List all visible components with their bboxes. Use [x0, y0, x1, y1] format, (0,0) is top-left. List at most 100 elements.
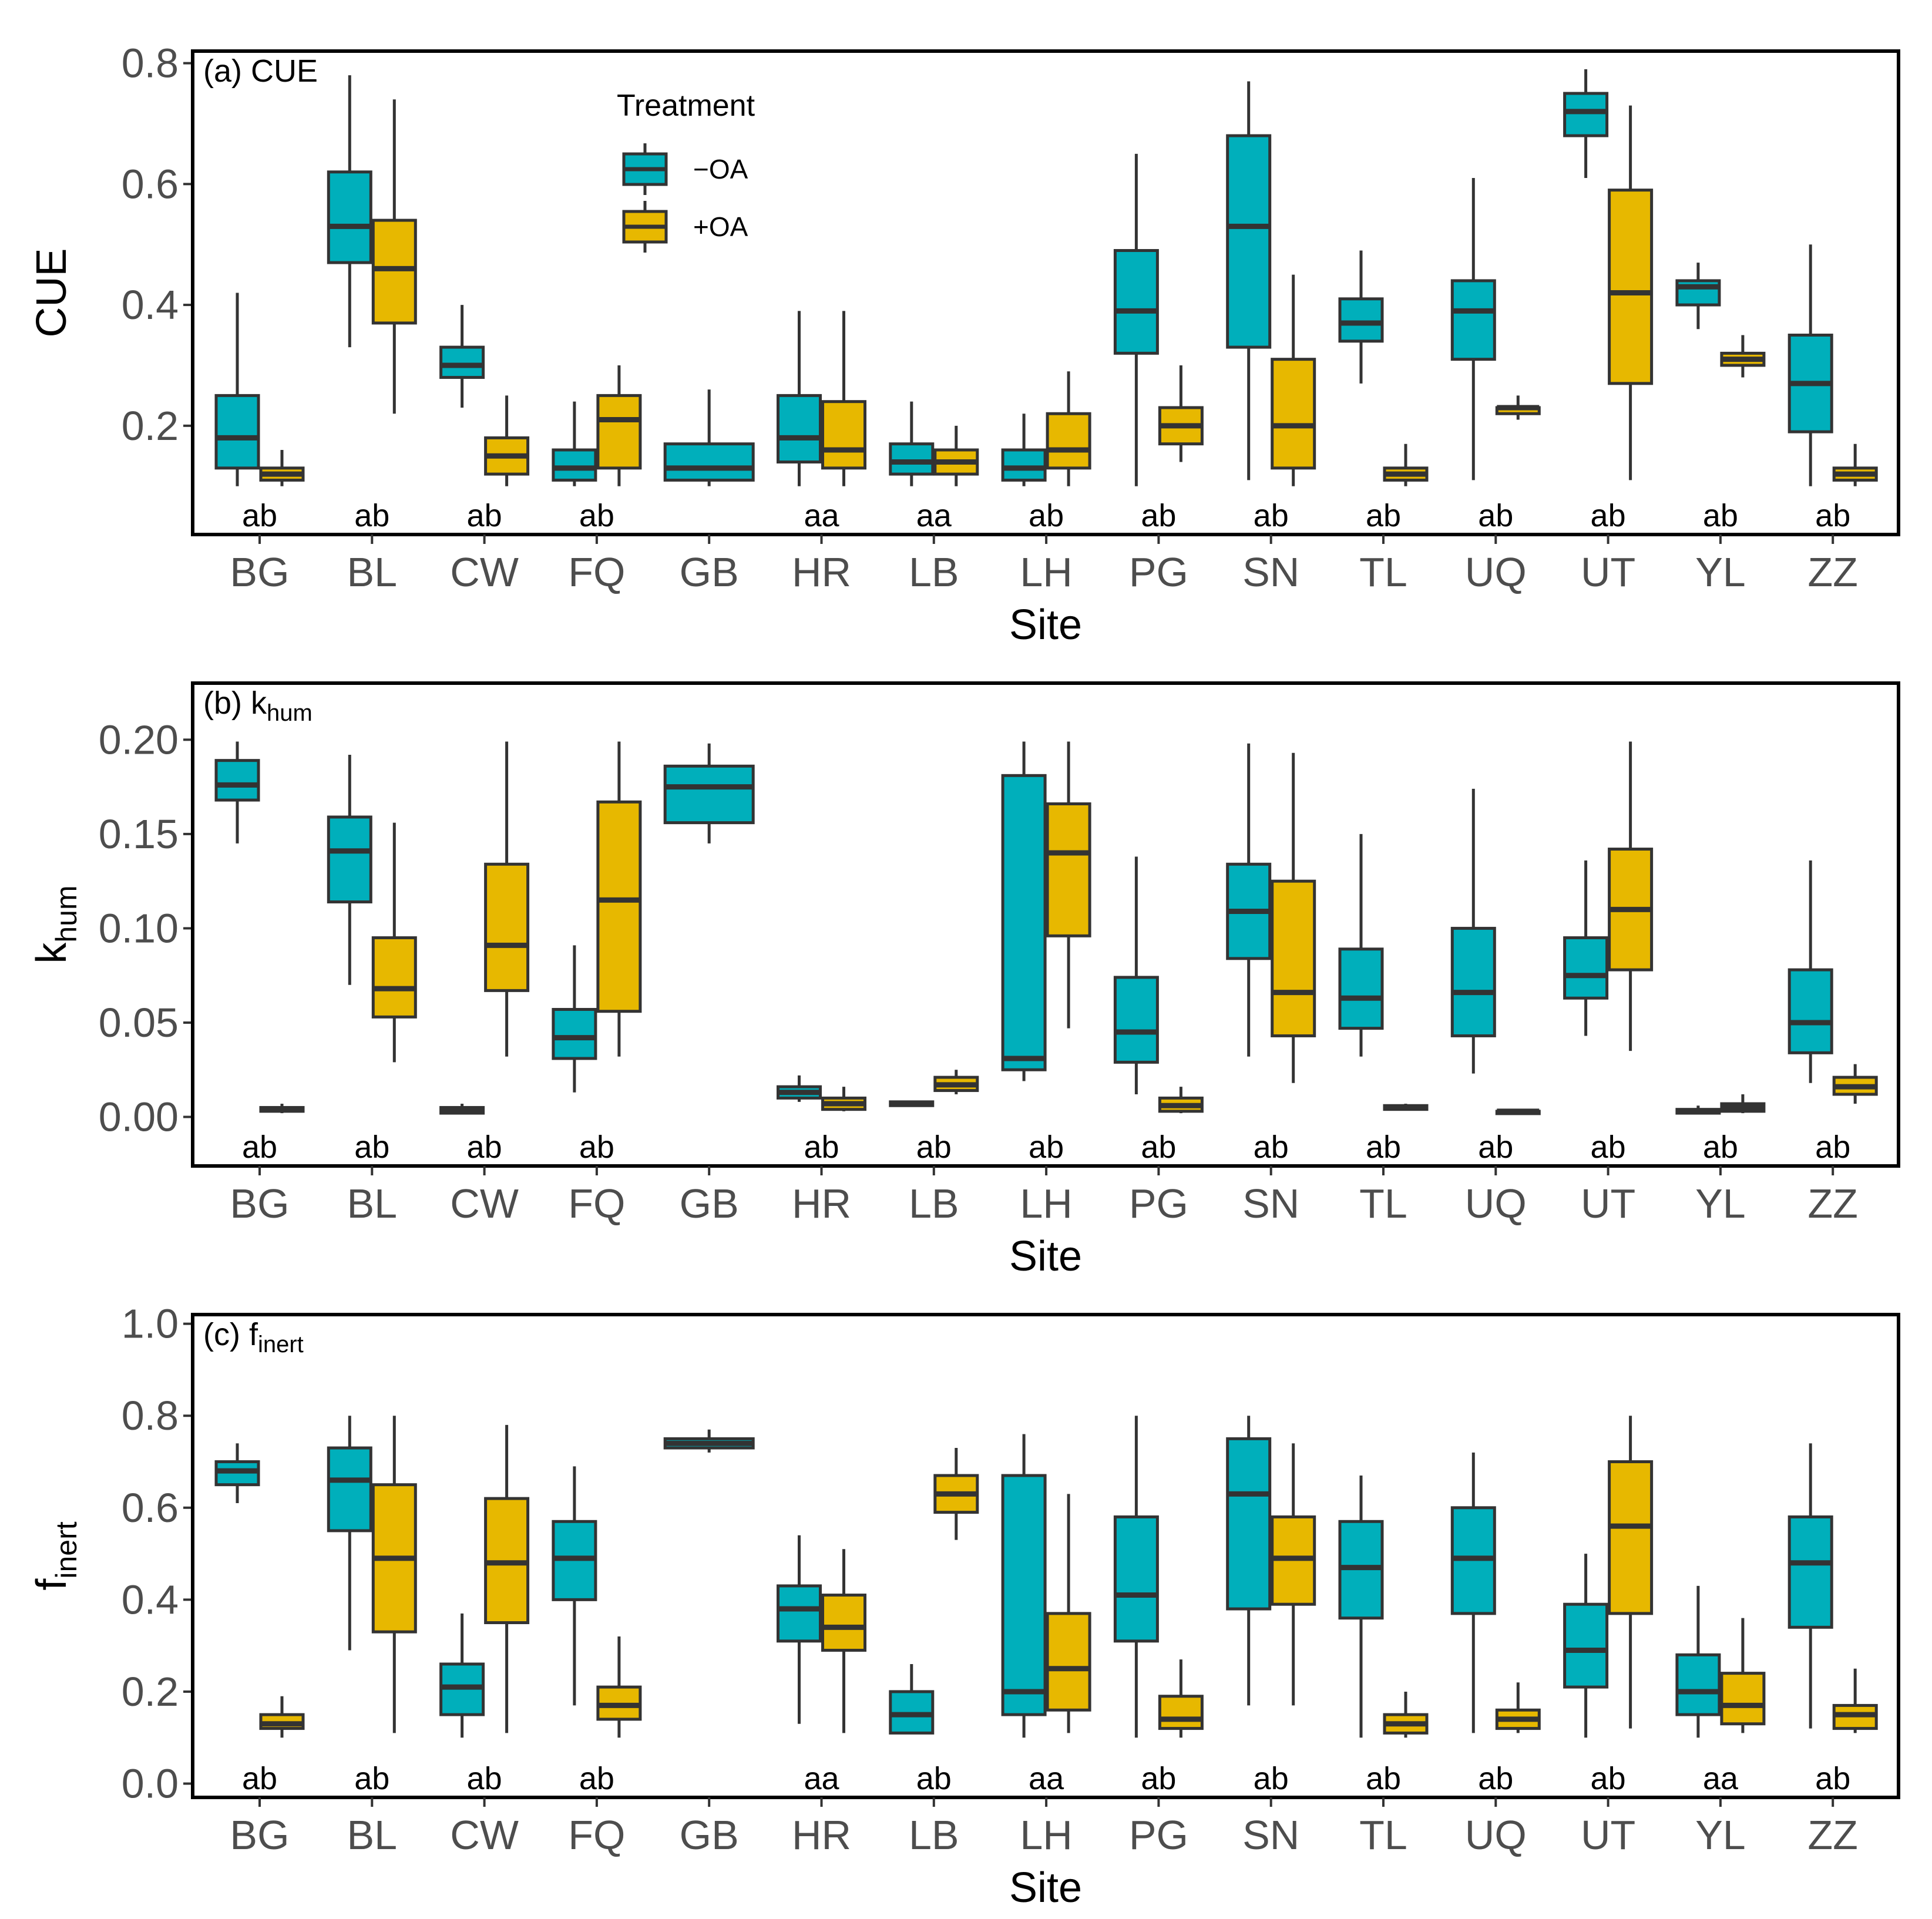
significance-letter: ab — [354, 498, 389, 533]
x-tick-label: HR — [792, 1812, 851, 1858]
significance-letter: ab — [1141, 1761, 1176, 1796]
significance-letter: ab — [804, 1130, 839, 1165]
x-tick-label: TL — [1359, 1812, 1407, 1858]
box-minus-oa-cw — [439, 1613, 485, 1738]
box-body — [1113, 1515, 1159, 1643]
box-body — [1113, 248, 1159, 355]
box-minus-oa-bg — [214, 293, 260, 486]
x-tick-label: HR — [792, 549, 851, 595]
x-tick-label: ZZ — [1807, 1812, 1858, 1858]
x-tick-label: SN — [1242, 1812, 1299, 1858]
x-tick-label: FQ — [568, 1181, 625, 1226]
x-tick-label: HR — [792, 1181, 851, 1226]
box-minus-oa-hr — [777, 311, 822, 486]
significance-letter: ab — [1478, 498, 1513, 533]
legend-key-plus-oa: +OA — [622, 201, 748, 253]
x-tick-label: YL — [1695, 549, 1746, 595]
box-minus-oa-lb — [889, 1100, 935, 1107]
box-minus-oa-lb — [889, 401, 935, 486]
y-tick-label: 0.20 — [99, 717, 179, 762]
significance-letter: aa — [804, 498, 839, 533]
significance-letter: ab — [467, 1761, 502, 1796]
significance-letter: aa — [1703, 1761, 1739, 1796]
box-minus-oa-cw — [439, 1104, 485, 1115]
box-minus-oa-uq — [1450, 788, 1496, 1074]
box-plus-oa-pg — [1158, 1087, 1204, 1114]
box-plus-oa-hr — [821, 311, 866, 486]
significance-letter: ab — [916, 1761, 952, 1796]
box-body — [552, 1007, 597, 1060]
box-minus-oa-ut — [1563, 860, 1609, 1036]
box-plus-oa-uq — [1495, 1108, 1541, 1115]
box-body — [552, 448, 597, 482]
box-minus-oa-bg — [214, 1443, 260, 1503]
y-tick-label: 0.8 — [122, 1393, 179, 1439]
box-body — [327, 1446, 372, 1532]
x-tick-label: ZZ — [1807, 549, 1858, 595]
box-minus-oa-sn — [1226, 743, 1272, 1057]
box-body — [1226, 1437, 1272, 1611]
x-tick-label: YL — [1695, 1181, 1746, 1226]
x-tick-label: UQ — [1465, 1181, 1527, 1226]
x-tick-label: PG — [1129, 1181, 1188, 1226]
x-tick-label: FQ — [568, 549, 625, 595]
significance-letter: ab — [1141, 498, 1176, 533]
box-plus-oa-hr — [821, 1087, 866, 1111]
significance-letter: ab — [1141, 1130, 1176, 1165]
box-plus-oa-bl — [371, 1416, 417, 1733]
box-minus-oa-bl — [327, 755, 372, 985]
box-minus-oa-gb — [663, 743, 755, 843]
y-axis-title-main: f — [28, 1578, 75, 1591]
box-plus-oa-lb — [933, 425, 979, 486]
box-body — [1271, 879, 1316, 1037]
box-plus-oa-tl — [1383, 443, 1429, 486]
box-body — [596, 394, 642, 470]
box-body — [1046, 802, 1091, 937]
box-plus-oa-sn — [1271, 274, 1316, 486]
box-minus-oa-zz — [1787, 860, 1833, 1083]
box-minus-oa-bl — [327, 75, 372, 348]
panel-label: (b) khum — [203, 685, 313, 726]
y-axis-title: CUE — [28, 248, 75, 337]
box-body — [821, 1594, 866, 1652]
x-tick-label: SN — [1242, 1181, 1299, 1226]
panel-label-subscript: hum — [267, 700, 313, 726]
box-body — [1450, 279, 1496, 361]
box-plus-oa-tl — [1383, 1691, 1429, 1738]
box-plus-oa-zz — [1832, 1668, 1878, 1733]
x-tick-label: BL — [347, 1812, 397, 1858]
x-tick-label: CW — [450, 1181, 519, 1226]
significance-letter: ab — [1815, 1130, 1850, 1165]
box-body — [439, 345, 485, 379]
box-body — [1563, 1602, 1609, 1689]
significance-letter: ab — [1703, 498, 1738, 533]
box-body — [777, 1584, 822, 1643]
box-minus-oa-fq — [552, 1466, 597, 1706]
significance-letter: ab — [354, 1761, 389, 1796]
box-body — [1046, 1612, 1091, 1712]
box-plus-oa-cw — [484, 741, 530, 1057]
y-tick-label: 0.05 — [99, 1000, 179, 1046]
box-body — [1608, 1460, 1654, 1615]
box-plus-oa-ut — [1608, 1416, 1654, 1729]
box-plus-oa-fq — [596, 741, 642, 1057]
x-tick-label: BL — [347, 549, 397, 595]
panel-a-cue: 0.2 0.4 0.6 0.8 ab ab ab ab aa aa ab ab ab ab ab ab ab ab… — [28, 41, 1900, 648]
y-tick-label: 0.0 — [122, 1761, 179, 1807]
box-minus-oa-hr — [777, 1535, 822, 1724]
box-minus-oa-yl — [1675, 1105, 1721, 1115]
significance-letter: ab — [1591, 1130, 1626, 1165]
box-plus-oa-lh — [1046, 371, 1091, 486]
box-body — [1338, 297, 1384, 343]
box-body — [327, 170, 372, 264]
box-plus-oa-yl — [1720, 1618, 1766, 1733]
box-minus-oa-cw — [439, 305, 485, 408]
significance-letter: ab — [1815, 498, 1850, 533]
box-plus-oa-bl — [371, 822, 417, 1063]
x-tick-label: UT — [1581, 1812, 1635, 1858]
box-body — [1046, 412, 1091, 470]
box-body — [821, 400, 866, 470]
box-minus-oa-yl — [1675, 1585, 1721, 1738]
y-tick-label: 0.15 — [99, 811, 179, 857]
box-body — [596, 800, 642, 1013]
